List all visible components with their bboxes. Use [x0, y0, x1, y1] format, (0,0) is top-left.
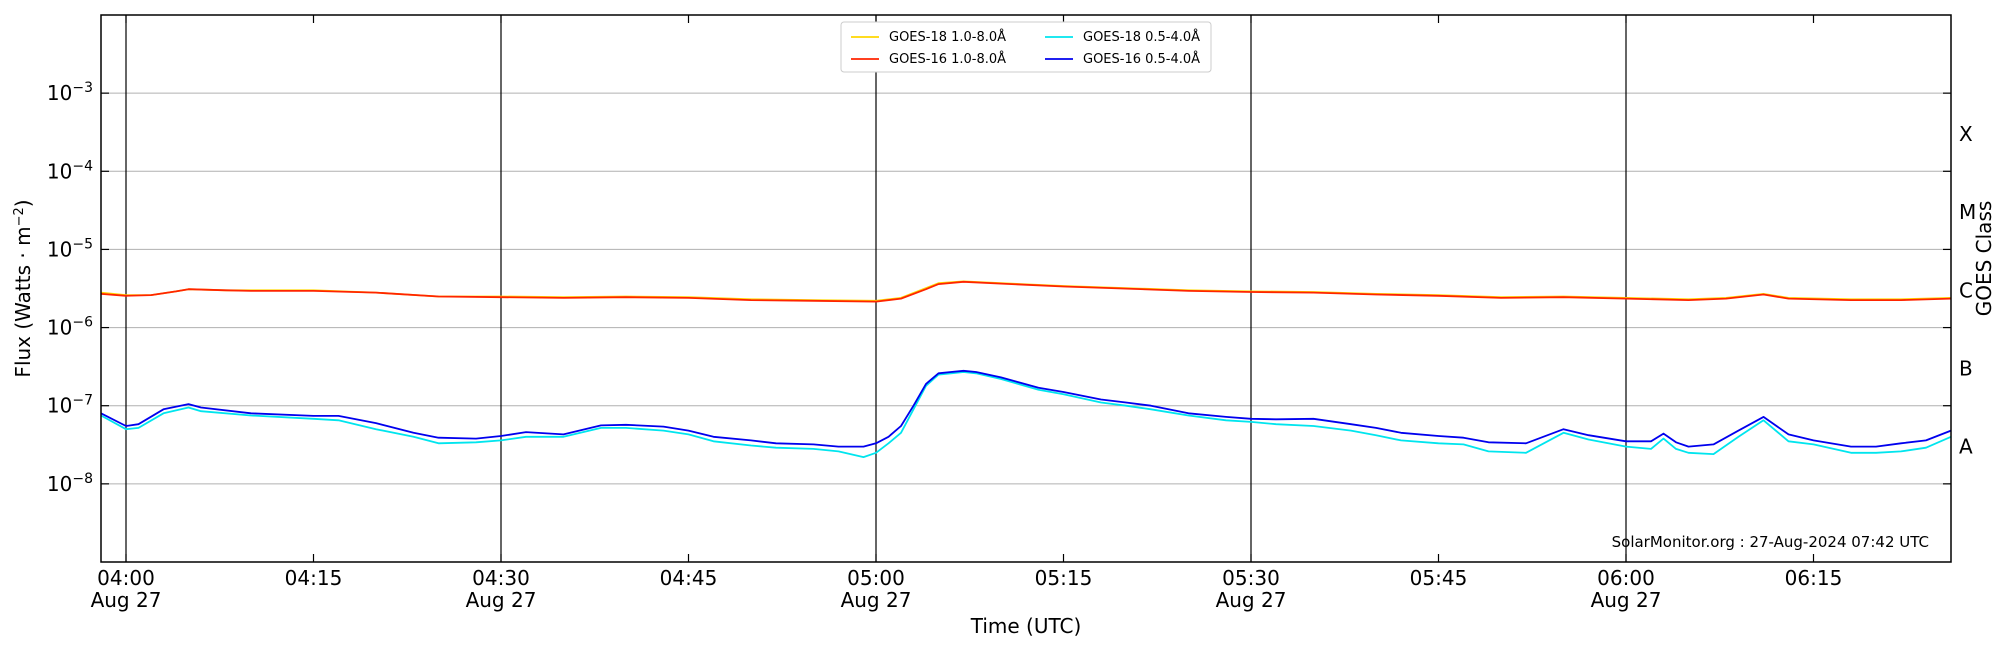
credit-text: SolarMonitor.org : 27-Aug-2024 07:42 UTC [1612, 533, 1929, 551]
series-line [100, 280, 1952, 303]
x-tick-label: 05:15 [1035, 566, 1093, 590]
goes-class-labels: X M C B A [1959, 122, 1976, 459]
legend-label: GOES-18 1.0-8.0Å [889, 29, 1006, 45]
goes-class-label: B [1959, 356, 1973, 380]
legend-label: GOES-18 0.5-4.0Å [1083, 29, 1200, 45]
x-tick-date-label: Aug 27 [841, 588, 912, 612]
legend-label: GOES-16 1.0-8.0Å [889, 51, 1006, 67]
y-tick-label: 10−4 [47, 158, 93, 183]
x-tick-date-label: Aug 27 [1591, 588, 1662, 612]
y-tick-label: 10−7 [47, 393, 93, 418]
x-tick-label: 05:00 [847, 566, 905, 590]
x-tick-label: 06:15 [1785, 566, 1843, 590]
x-tick-label: 06:00 [1597, 566, 1655, 590]
series-group [100, 280, 1952, 458]
y-axis-title-close: ) [11, 199, 35, 207]
series-line [100, 371, 1952, 458]
goes-class-label: C [1959, 278, 1973, 302]
legend-label: GOES-16 0.5-4.0Å [1083, 51, 1200, 67]
x-axis-title: Time (UTC) [970, 614, 1082, 638]
legend-box [840, 21, 1212, 73]
y-tick-label: 10−3 [47, 80, 93, 105]
y-axis-title-exponent: −2 [12, 207, 27, 226]
x-tick-date-label: Aug 27 [91, 588, 162, 612]
goes-class-label: A [1959, 435, 1973, 459]
legend: GOES-18 1.0-8.0Å GOES-16 1.0-8.0Å GOES-18 … [840, 21, 1212, 73]
y-tick-label: 10−5 [47, 236, 93, 261]
right-axis-title: GOES Class [1972, 201, 1996, 317]
x-tick-label: 04:15 [285, 566, 343, 590]
grid-lines [101, 92, 1951, 485]
x-tick-label: 04:45 [660, 566, 718, 590]
series-line [100, 369, 1952, 448]
day-marker-lines [125, 15, 1627, 562]
x-tick-date-label: Aug 27 [466, 588, 537, 612]
x-tick-label: 04:30 [472, 566, 530, 590]
y-tick-label: 10−6 [47, 315, 93, 340]
y-axis-ticks: 10−8 10−7 10−6 10−5 10−4 10−3 [47, 80, 1951, 496]
y-tick-label: 10−8 [47, 471, 93, 496]
y-axis-title: Flux (Watts · m−2) [11, 199, 35, 377]
plot-frame [100, 14, 1952, 563]
x-tick-label: 05:30 [1222, 566, 1280, 590]
x-tick-label: 05:45 [1410, 566, 1468, 590]
goes-class-label: M [1959, 200, 1976, 224]
x-tick-label: 04:00 [97, 566, 155, 590]
y-axis-title-main: Flux (Watts · m [11, 226, 35, 377]
goes-class-label: X [1959, 122, 1973, 146]
x-tick-date-label: Aug 27 [1216, 588, 1287, 612]
